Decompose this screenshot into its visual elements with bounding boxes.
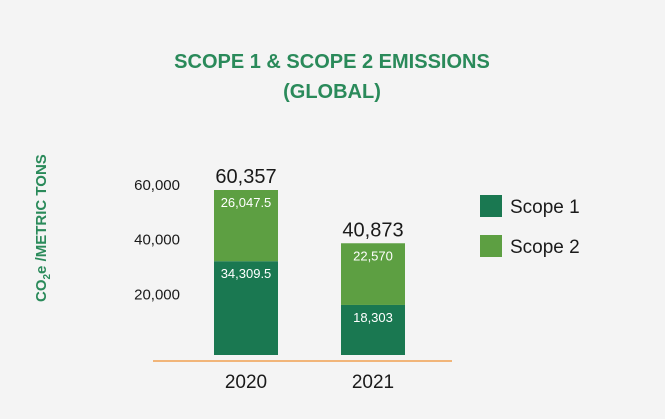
x-tick-label: 2021 xyxy=(352,372,394,393)
total-label: 60,357 xyxy=(215,166,276,188)
legend-swatch xyxy=(480,195,502,217)
data-label: 26,047.5 xyxy=(221,195,272,210)
legend-swatch xyxy=(480,235,502,257)
total-label: 40,873 xyxy=(342,219,403,241)
legend-label: Scope 2 xyxy=(510,237,580,258)
bar-segment-scope-1 xyxy=(341,304,405,355)
chart-title-line-2: (GLOBAL) xyxy=(283,81,381,103)
data-label: 22,570 xyxy=(353,248,393,263)
data-label: 18,303 xyxy=(353,310,393,325)
x-tick-label: 2020 xyxy=(225,372,267,393)
y-tick-label: 20,000 xyxy=(134,286,180,303)
y-axis-label: CO2e /METRIC TONS xyxy=(33,154,53,302)
y-tick-label: 60,000 xyxy=(134,177,180,194)
data-label: 34,309.5 xyxy=(221,266,272,281)
bar-segment-scope-2 xyxy=(341,243,405,305)
y-tick-label: 40,000 xyxy=(134,232,180,249)
bar-segment-scope-2 xyxy=(214,190,278,262)
legend-label: Scope 1 xyxy=(510,197,580,218)
bar-segment-scope-1 xyxy=(214,261,278,355)
chart-title-line-1: SCOPE 1 & SCOPE 2 EMISSIONS xyxy=(174,51,490,73)
